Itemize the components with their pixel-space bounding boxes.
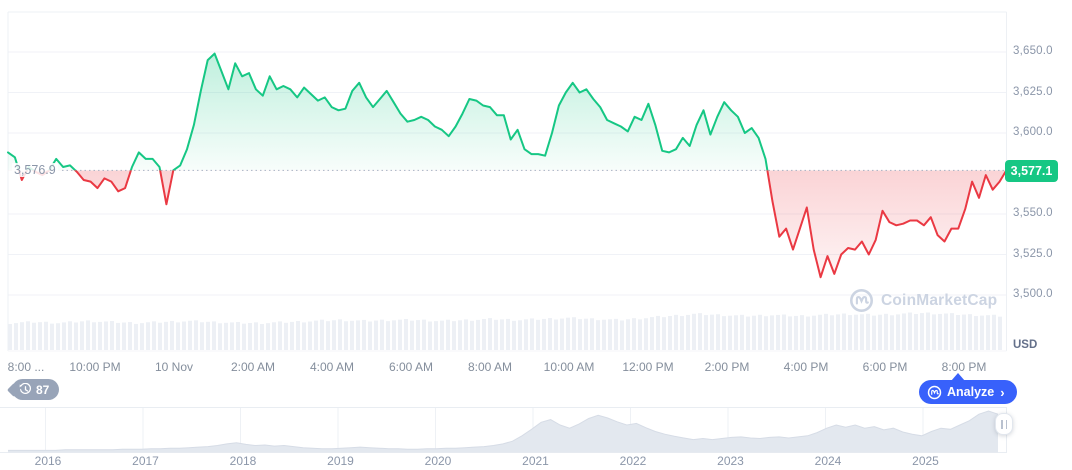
chevron-right-icon: ›	[1000, 384, 1005, 400]
year-axis-tick[interactable]: 2024	[814, 454, 842, 468]
current-price-badge: 3,577.1	[1005, 160, 1058, 182]
axis-unit-label: USD	[1013, 339, 1038, 351]
time-axis-tick: 2:00 AM	[230, 360, 276, 374]
analyze-logo-icon	[927, 385, 942, 399]
year-axis-tick[interactable]: 2020	[424, 454, 452, 468]
price-chart[interactable]	[0, 0, 1010, 356]
time-axis-tick: 8:00 PM	[941, 360, 987, 374]
time-axis-tick: 4:00 AM	[309, 360, 355, 374]
range-navigator[interactable]	[0, 407, 1010, 453]
time-axis-tick: 10:00 PM	[69, 360, 121, 374]
price-axis-tick: 3,650.0	[1013, 45, 1053, 57]
history-clock-icon	[19, 383, 32, 394]
year-axis-tick[interactable]: 2023	[717, 454, 744, 468]
price-axis-tick: 3,500.0	[1013, 288, 1053, 300]
time-axis-tick: 8:00 ...	[7, 360, 45, 374]
year-axis-tick[interactable]: 2025	[912, 454, 939, 468]
analyze-pointer	[951, 373, 965, 381]
history-count-badge[interactable]: 87	[12, 379, 60, 400]
baseline-price-label: 3,576.9	[12, 163, 58, 177]
time-axis-tick: 8:00 AM	[467, 360, 513, 374]
time-axis-tick: 2:00 PM	[704, 360, 750, 374]
navigator-scrub-handle[interactable]	[995, 413, 1013, 435]
time-axis-tick: 12:00 PM	[622, 360, 674, 374]
year-axis-tick[interactable]: 2022	[619, 454, 647, 468]
price-axis-tick: 3,625.0	[1013, 85, 1053, 98]
history-count: 87	[36, 382, 50, 397]
analyze-label: Analyze	[947, 385, 995, 399]
analyze-button[interactable]: Analyze ›	[919, 380, 1017, 404]
year-axis-tick[interactable]: 2018	[229, 454, 257, 468]
time-axis-tick: 10:00 AM	[543, 360, 595, 374]
time-axis-tick: 10 Nov	[154, 360, 194, 374]
time-axis-tick: 4:00 PM	[783, 360, 829, 374]
year-axis-tick[interactable]: 2017	[132, 454, 159, 468]
price-axis-tick: 3,550.0	[1013, 207, 1053, 219]
price-axis-tick: 3,600.0	[1013, 126, 1053, 138]
time-axis-tick: 6:00 AM	[388, 360, 434, 374]
year-axis-tick[interactable]: 2021	[522, 454, 549, 468]
price-axis-tick: 3,525.0	[1013, 247, 1053, 260]
year-axis-tick[interactable]: 2019	[327, 454, 354, 468]
year-axis-tick[interactable]: 2016	[34, 454, 62, 468]
time-axis-tick: 6:00 PM	[862, 360, 908, 374]
